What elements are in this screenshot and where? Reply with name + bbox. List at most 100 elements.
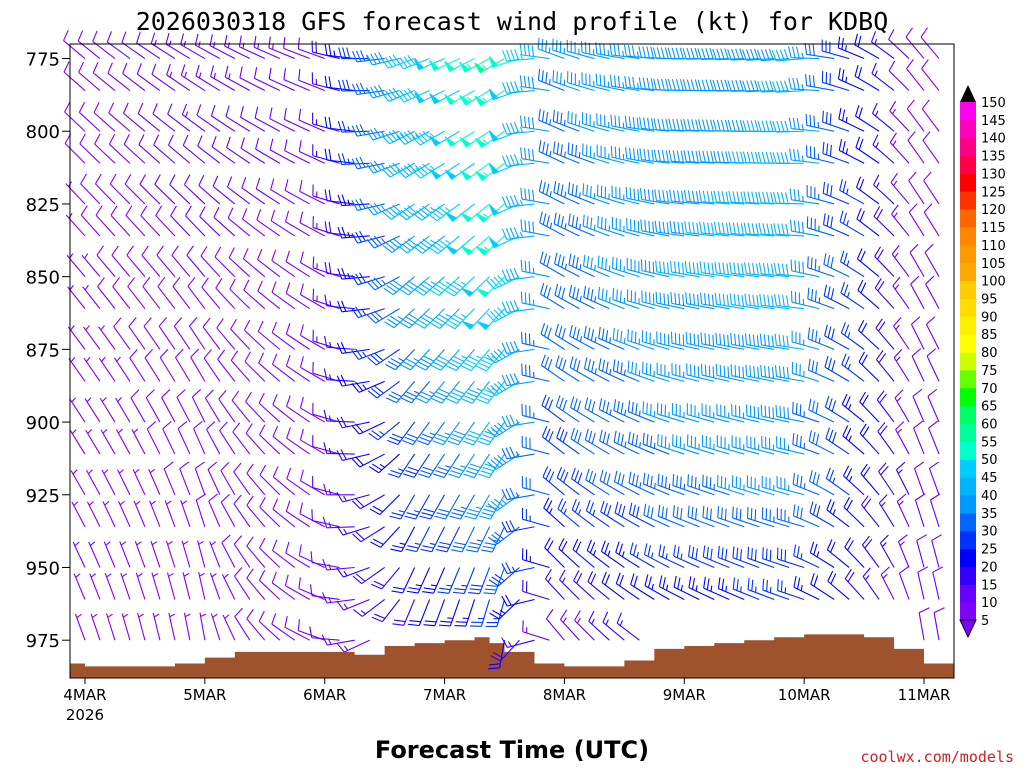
wind-barb <box>744 262 775 278</box>
wind-barb <box>69 397 86 423</box>
wind-barb <box>402 421 431 446</box>
wind-barb <box>429 308 460 329</box>
colorbar-label: 70 <box>981 382 998 397</box>
wind-barb <box>229 278 251 310</box>
wind-barb <box>808 430 835 455</box>
wind-barb <box>745 364 775 382</box>
wind-barb <box>137 102 161 132</box>
wind-barb <box>164 500 176 527</box>
colorbar-label: 115 <box>981 221 1006 236</box>
wind-barb <box>838 107 865 132</box>
wind-barb <box>352 599 385 617</box>
wind-barb <box>761 475 790 496</box>
wind-barb <box>243 279 266 310</box>
wind-barb <box>337 267 370 280</box>
colorbar-label: 95 <box>981 292 998 307</box>
wind-barb <box>732 506 760 528</box>
wind-barb <box>627 329 655 350</box>
wind-barb <box>167 103 191 132</box>
wind-barb <box>519 43 550 60</box>
wind-barb <box>601 571 625 600</box>
wind-barb <box>805 74 835 92</box>
colorbar-swatch <box>960 512 976 532</box>
wind-barb <box>311 509 340 528</box>
wind-barb <box>688 576 715 600</box>
wind-barb <box>501 594 535 607</box>
wind-barb <box>656 362 685 382</box>
wind-barb <box>221 573 236 600</box>
wind-barb <box>170 205 191 237</box>
wind-barb <box>400 348 430 371</box>
wind-barb <box>716 435 745 455</box>
wind-barb <box>427 203 460 222</box>
wind-barb <box>99 397 116 423</box>
wind-barb <box>111 245 131 278</box>
wind-barb <box>283 68 310 92</box>
colorbar-label: 30 <box>981 525 998 540</box>
wind-barb <box>501 227 535 240</box>
wind-barb <box>776 507 805 528</box>
wind-barb <box>552 141 580 164</box>
wind-barb <box>212 175 236 205</box>
wind-barb <box>246 568 266 600</box>
wind-barb <box>387 421 416 446</box>
wind-barb <box>403 453 431 478</box>
wind-barb <box>259 537 281 568</box>
wind-barb <box>825 467 850 496</box>
wind-barb <box>520 147 550 164</box>
colorbar-swatch <box>960 209 976 228</box>
wind-barb <box>459 162 490 181</box>
wind-barb <box>655 291 685 310</box>
y-axis: 775 800 825 850 875 900 925 950 975 <box>26 50 70 652</box>
x-tick-label: 7MAR <box>423 686 466 704</box>
wind-barb <box>596 184 625 205</box>
wind-barb <box>74 613 86 641</box>
wind-barb <box>186 245 206 278</box>
wind-barb <box>210 613 221 641</box>
wind-barb <box>556 466 580 496</box>
wind-barb <box>616 612 640 641</box>
wind-barb <box>599 469 625 496</box>
wind-barb <box>351 421 385 435</box>
wind-barb <box>844 537 865 568</box>
wind-barb <box>150 540 161 568</box>
wind-barb <box>489 599 520 620</box>
wind-barb <box>502 81 535 94</box>
wind-barb <box>673 544 700 568</box>
wind-barb <box>553 181 580 205</box>
wind-barb <box>201 277 221 310</box>
wind-barb <box>502 49 535 62</box>
colorbar-label: 65 <box>981 400 998 415</box>
wind-barb <box>520 187 550 205</box>
wind-barb <box>568 253 595 278</box>
wind-barb <box>309 584 340 601</box>
y-tick-label: 875 <box>26 340 60 361</box>
x-tick-label: 9MAR <box>663 686 706 704</box>
wind-barb <box>772 120 805 133</box>
colorbar-label: 125 <box>981 185 1006 200</box>
wind-barb <box>639 148 670 164</box>
credit-text[interactable]: coolwx.com/models <box>860 748 1014 766</box>
wind-barb <box>413 276 445 296</box>
wind-barb <box>115 428 131 455</box>
wind-barb <box>93 102 116 132</box>
colorbar-swatch <box>960 441 976 460</box>
wind-barb <box>241 208 266 237</box>
wind-barb <box>858 320 880 350</box>
wind-barb <box>259 424 281 455</box>
wind-barb <box>773 223 805 237</box>
wind-barb <box>761 435 790 455</box>
wind-barb <box>80 205 101 237</box>
wind-barb <box>537 37 565 60</box>
wind-barb <box>397 235 430 254</box>
wind-barb <box>630 573 655 600</box>
wind-barb <box>445 235 475 255</box>
wind-barb <box>501 373 535 387</box>
wind-barb <box>610 145 640 164</box>
wind-barb <box>150 32 176 60</box>
wind-barb <box>615 572 640 600</box>
wind-barb <box>672 474 700 496</box>
wind-barb <box>312 144 340 164</box>
wind-barb <box>254 106 281 132</box>
wind-barb <box>743 191 775 205</box>
